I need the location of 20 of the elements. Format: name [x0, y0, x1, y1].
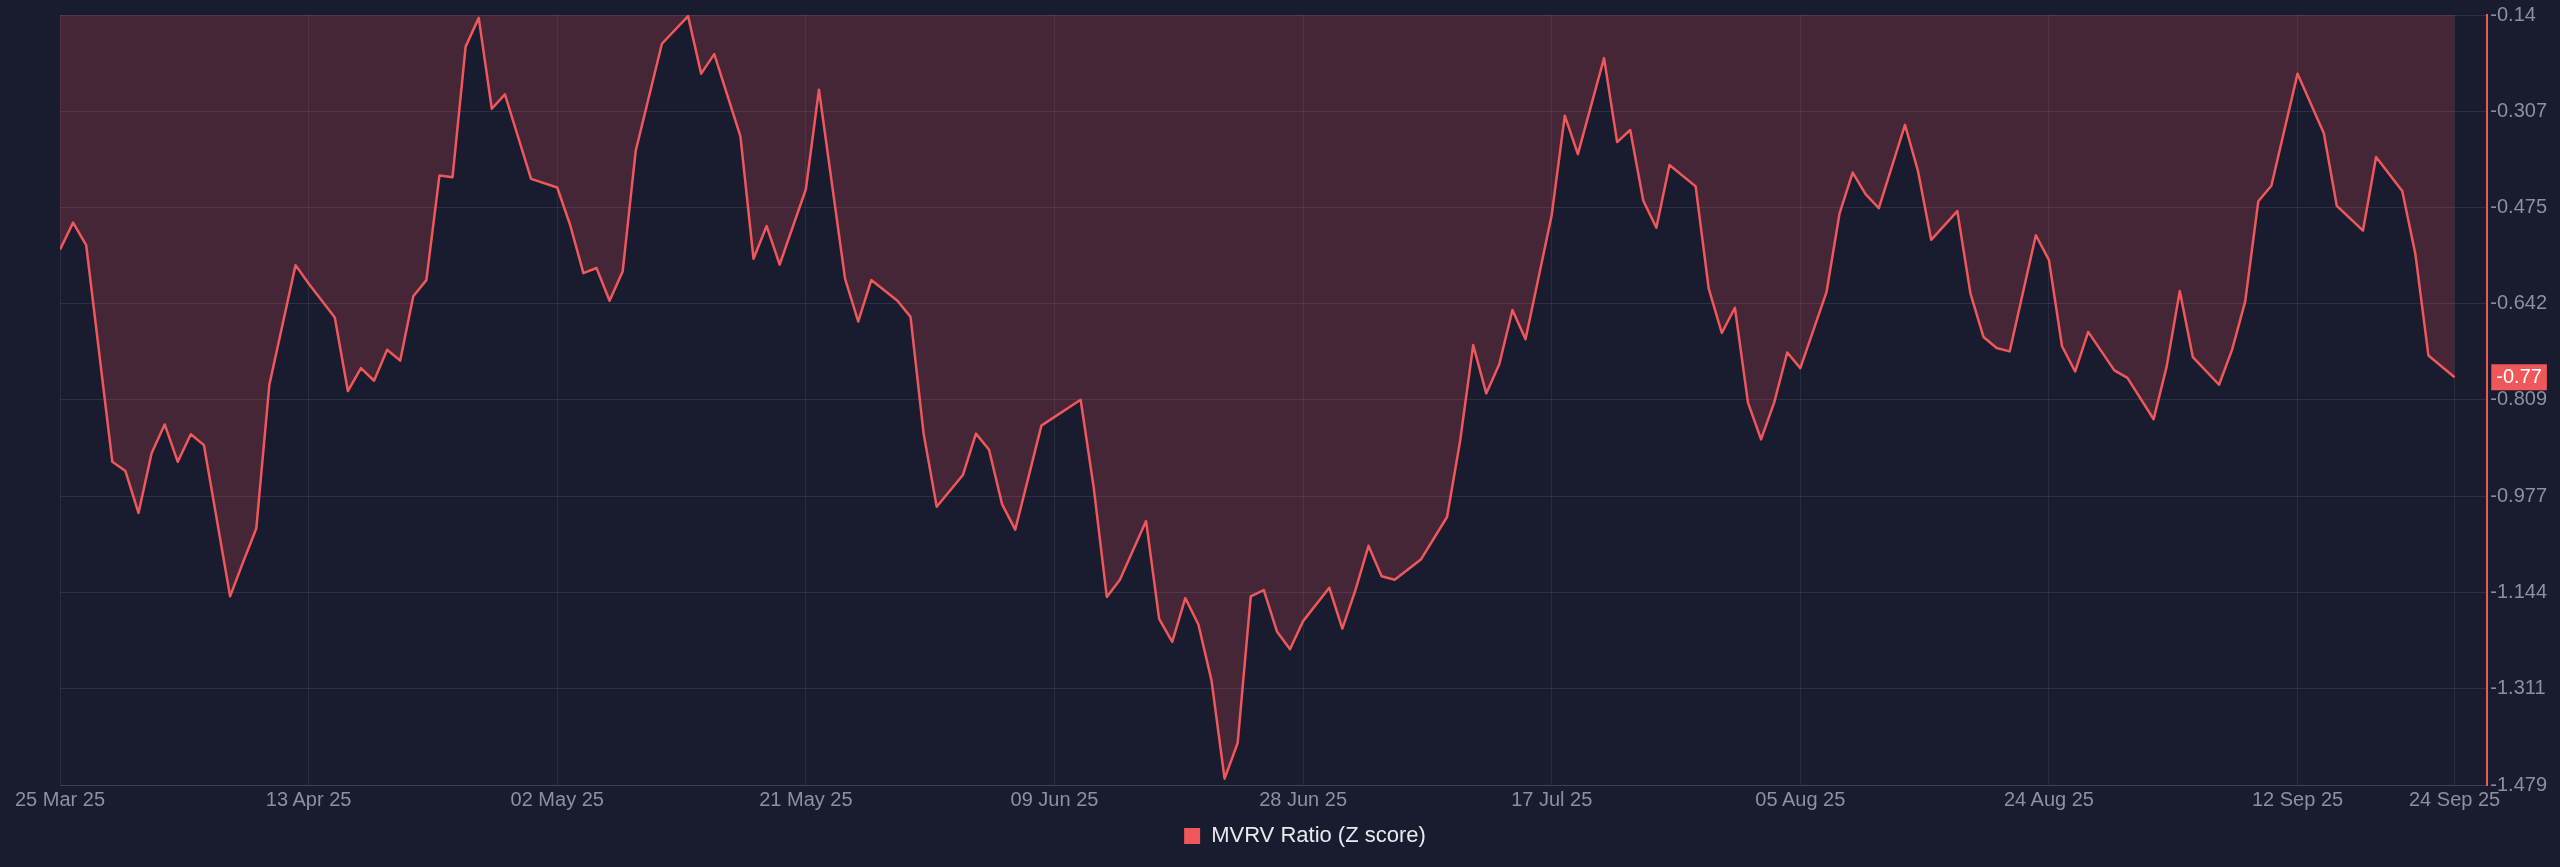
y-tick-label: -0.642 [2490, 291, 2548, 314]
x-tick-label: 05 Aug 25 [1755, 787, 1846, 810]
annotation: -0.77 [2496, 364, 2542, 387]
y-tick-label: -0.475 [2490, 195, 2548, 218]
x-tick-label: 02 May 25 [510, 787, 604, 810]
y-tick-label: -1.311 [2490, 675, 2546, 698]
y-tick-label: -0.307 [2490, 98, 2548, 121]
x-tick-label: 21 May 25 [759, 787, 853, 810]
x-tick-label: 12 Sep 25 [2251, 787, 2344, 810]
x-tick-label: 28 Jun 25 [1259, 787, 1348, 810]
x-tick-label: 24 Aug 25 [2003, 787, 2094, 810]
y-tick-label: -0.977 [2490, 483, 2548, 506]
x-tick-label: 17 Jul 25 [1511, 787, 1593, 810]
x-tick-label: 13 Apr 25 [265, 787, 352, 810]
y-tick-label: -0.809 [2490, 387, 2548, 410]
legend-label: MVRV Ratio (Z score) [1211, 822, 1426, 848]
y-tick-label: -1.144 [2490, 579, 2548, 602]
y-tick-label: -0.14 [2490, 2, 2536, 25]
x-tick-label: 25 Mar 25 [14, 787, 106, 810]
x-tick-label: 09 Jun 25 [1010, 787, 1099, 810]
